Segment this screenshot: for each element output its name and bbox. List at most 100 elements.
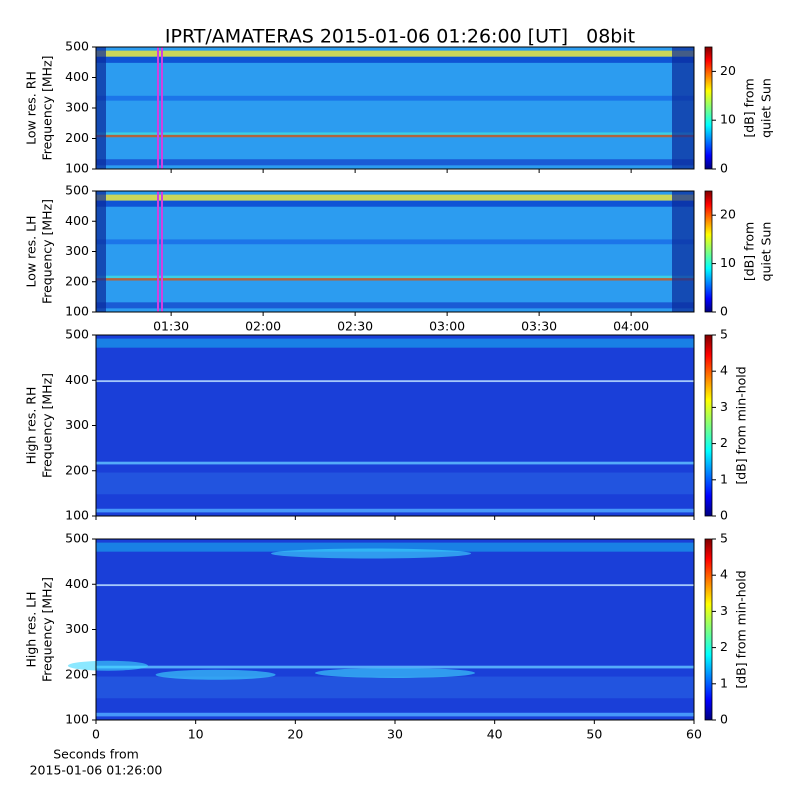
y-tick-label: 400 [65,69,89,84]
colorbar-tick-label: 2 [720,639,728,654]
spectral-band [96,380,694,383]
y-tick-label: 400 [65,372,89,387]
y-tick-label: 200 [65,666,89,681]
y-tick-label: 400 [65,576,89,591]
y-tick-label: 100 [65,508,89,523]
spectral-band [96,95,694,101]
colorbar-label: [dB] from min-hold [734,366,749,484]
burst-patch [315,667,475,678]
y-tick-label: 500 [65,327,89,342]
x-tick-label: 60 [686,727,702,742]
spectral-band [96,56,694,63]
spectral-band [96,134,694,138]
colorbar-label: [dB] from [742,78,757,137]
x-tick-label: 50 [586,727,602,742]
colorbar-tick-label: 0 [720,161,728,176]
colorbar [704,334,713,517]
edge-strip [96,191,106,312]
spectral-band [96,194,694,201]
y-tick-label: 500 [65,39,89,54]
spectral-band [96,584,694,587]
spectral-band [96,50,694,57]
colorbar-label: [dB] from [742,222,757,281]
y-tick-label: 200 [65,273,89,288]
spectral-band [96,302,694,309]
y-axis-label: Frequency [MHz] [40,55,55,160]
colorbar-tick-label: 3 [720,399,728,414]
colorbar-tick-label: 20 [720,63,736,78]
y-axis-label: Frequency [MHz] [40,577,55,682]
spectrogram-image [96,47,694,169]
figure-title: IPRT/AMATERAS 2015-01-06 01:26:00 [UT] 0… [165,26,635,48]
colorbar-tick-label: 10 [720,112,736,127]
colorbar-label: quiet Sun [759,222,774,282]
y-tick-label: 300 [65,621,89,636]
x-tick-label: 0 [92,727,100,742]
y-tick-label: 100 [65,304,89,319]
colorbar-tick-label: 2 [720,435,728,450]
spectral-band [96,159,694,166]
burst-patch [67,660,148,671]
spectral-band [96,665,694,669]
burst-patch [271,548,472,559]
x-tick-label: 03:00 [429,319,465,334]
colorbar-tick-label: 5 [720,327,728,342]
y-axis-label: Frequency [MHz] [40,199,55,304]
y-tick-label: 500 [65,531,89,546]
y-tick-label: 300 [65,100,89,115]
colorbar-tick-label: 4 [720,363,728,378]
colorbar-label: quiet Sun [759,78,774,138]
x-tick-label: 02:00 [245,319,281,334]
y-axis-label: High res. LH [24,591,39,667]
y-tick-label: 200 [65,130,89,145]
x-tick-label: 30 [387,727,403,742]
y-tick-label: 400 [65,213,89,228]
spectrogram-image [96,191,694,312]
colorbar-tick-label: 3 [720,603,728,618]
marker-line [161,191,163,312]
x-tick-label: 03:30 [521,319,557,334]
edge-strip [96,47,106,169]
spectral-band [96,461,694,465]
colorbar-tick-label: 1 [720,471,728,486]
colorbar-tick-label: 0 [720,508,728,523]
colorbar-label: [dB] from min-hold [734,570,749,688]
x-tick-label: 01:30 [153,319,189,334]
x-axis-label: Seconds from [53,747,139,762]
colorbar [704,538,713,721]
y-tick-label: 100 [65,161,89,176]
marker-line [161,47,163,169]
y-axis-label: Frequency [MHz] [40,373,55,478]
x-axis-label: 2015-01-06 01:26:00 [30,763,163,778]
spectral-band [96,200,694,207]
colorbar-tick-label: 0 [720,712,728,727]
colorbar-tick-label: 1 [720,675,728,690]
colorbar-tick-label: 10 [720,255,736,270]
x-tick-label: 10 [188,727,204,742]
colorbar [704,190,713,313]
y-axis-label: Low res. LH [24,216,39,288]
edge-strip [672,191,694,312]
marker-line [157,191,159,312]
y-axis-label: High res. RH [24,387,39,465]
spectral-band [96,542,694,552]
edge-strip [672,47,694,169]
burst-patch [155,669,276,680]
spectral-band [96,338,694,348]
y-tick-label: 100 [65,712,89,727]
y-tick-label: 200 [65,462,89,477]
colorbar-tick-label: 4 [720,567,728,582]
spectral-band [96,712,694,717]
y-tick-label: 300 [65,243,89,258]
x-tick-label: 40 [487,727,503,742]
spectral-band [96,278,694,281]
y-tick-label: 300 [65,417,89,432]
x-tick-label: 02:30 [337,319,373,334]
y-axis-label: Low res. RH [24,71,39,145]
colorbar-tick-label: 20 [720,207,736,222]
spectral-band [96,676,694,699]
marker-line [157,47,159,169]
x-tick-label: 04:00 [613,319,649,334]
spectral-band [96,239,694,245]
